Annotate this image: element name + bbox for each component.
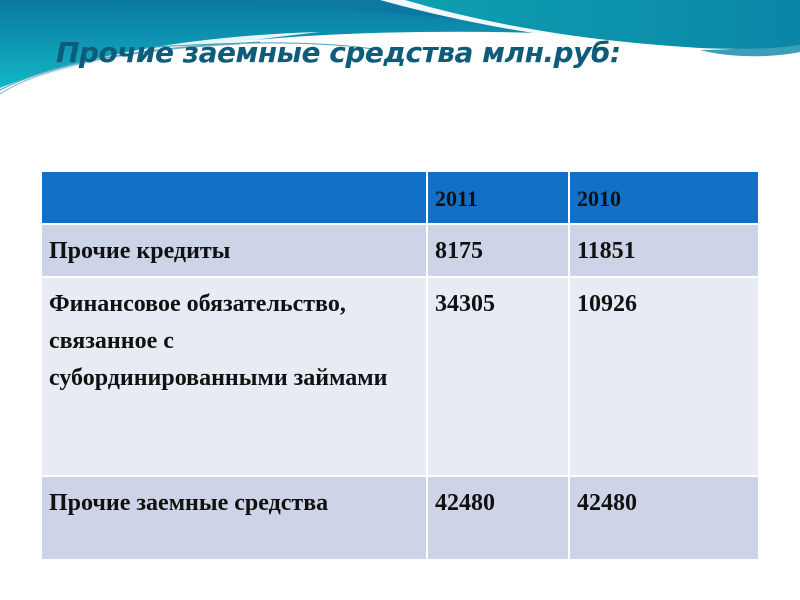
row-label: Прочие заемные средства xyxy=(40,475,428,561)
value-2010: 11851 xyxy=(568,223,760,278)
table-row: Финансовое обязательство, связанное с су… xyxy=(40,276,760,477)
value-2010: 42480 xyxy=(568,475,760,561)
header-cell-2011: 2011 xyxy=(426,170,570,225)
table-header-row: 2011 2010 xyxy=(40,170,760,225)
table-row: Прочие заемные средства 42480 42480 xyxy=(40,475,760,561)
header-cell-empty xyxy=(40,170,428,225)
value-2011: 8175 xyxy=(426,223,570,278)
value-2011: 42480 xyxy=(426,475,570,561)
slide-title: Прочие заемные средства млн.руб: xyxy=(56,36,621,69)
header-cell-2010: 2010 xyxy=(568,170,760,225)
table-row: Прочие кредиты 8175 11851 xyxy=(40,223,760,278)
borrowings-table: 2011 2010 Прочие кредиты 8175 11851 Фина… xyxy=(40,170,760,561)
value-2011: 34305 xyxy=(426,276,570,477)
row-label: Прочие кредиты xyxy=(40,223,428,278)
row-label: Финансовое обязательство, связанное с су… xyxy=(40,276,428,477)
value-2010: 10926 xyxy=(568,276,760,477)
